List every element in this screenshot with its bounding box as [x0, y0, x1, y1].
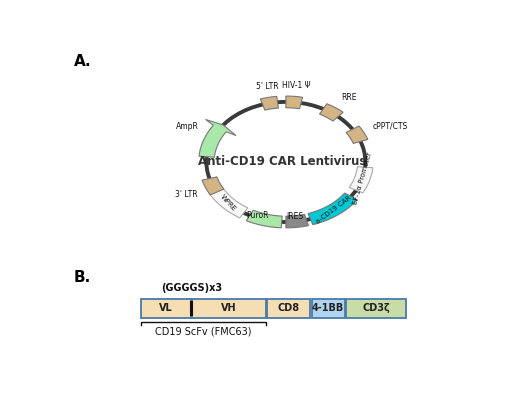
Text: IRES: IRES	[287, 212, 304, 221]
Text: WPRE: WPRE	[219, 194, 237, 212]
Polygon shape	[349, 167, 373, 193]
Text: RRE: RRE	[341, 94, 357, 102]
Polygon shape	[286, 96, 302, 109]
FancyBboxPatch shape	[311, 299, 345, 318]
Text: A.: A.	[74, 54, 92, 69]
Polygon shape	[246, 210, 282, 228]
Text: EF-1α Promoter: EF-1α Promoter	[352, 152, 372, 205]
Polygon shape	[346, 126, 368, 144]
Text: (GGGGS)x3: (GGGGS)x3	[161, 283, 222, 293]
Text: AmpR: AmpR	[176, 122, 199, 131]
Text: VL: VL	[159, 303, 173, 313]
Text: CD3ζ: CD3ζ	[362, 303, 390, 313]
FancyBboxPatch shape	[141, 299, 191, 318]
Text: 3' LTR: 3' LTR	[175, 190, 197, 199]
Polygon shape	[320, 104, 343, 121]
Polygon shape	[202, 177, 224, 195]
Text: CD8: CD8	[278, 303, 300, 313]
Polygon shape	[209, 188, 248, 218]
Polygon shape	[308, 193, 357, 225]
FancyBboxPatch shape	[193, 299, 266, 318]
Text: B.: B.	[74, 270, 91, 285]
Text: 4-1BB: 4-1BB	[312, 303, 345, 313]
Text: VH: VH	[221, 303, 237, 313]
Polygon shape	[260, 96, 278, 110]
FancyBboxPatch shape	[267, 299, 310, 318]
Text: cPPT/CTS: cPPT/CTS	[372, 121, 408, 130]
Polygon shape	[286, 214, 308, 228]
Polygon shape	[199, 120, 236, 157]
Text: PuroR: PuroR	[246, 211, 269, 220]
Text: a-CD19 CAR: a-CD19 CAR	[315, 195, 352, 225]
Text: Anti-CD19 CAR Lentivirus: Anti-CD19 CAR Lentivirus	[198, 156, 366, 168]
Text: CD19 ScFv (FMC63): CD19 ScFv (FMC63)	[155, 326, 252, 336]
Text: 5' LTR: 5' LTR	[256, 82, 279, 91]
FancyBboxPatch shape	[346, 299, 406, 318]
Text: HIV-1 Ψ: HIV-1 Ψ	[282, 81, 310, 90]
